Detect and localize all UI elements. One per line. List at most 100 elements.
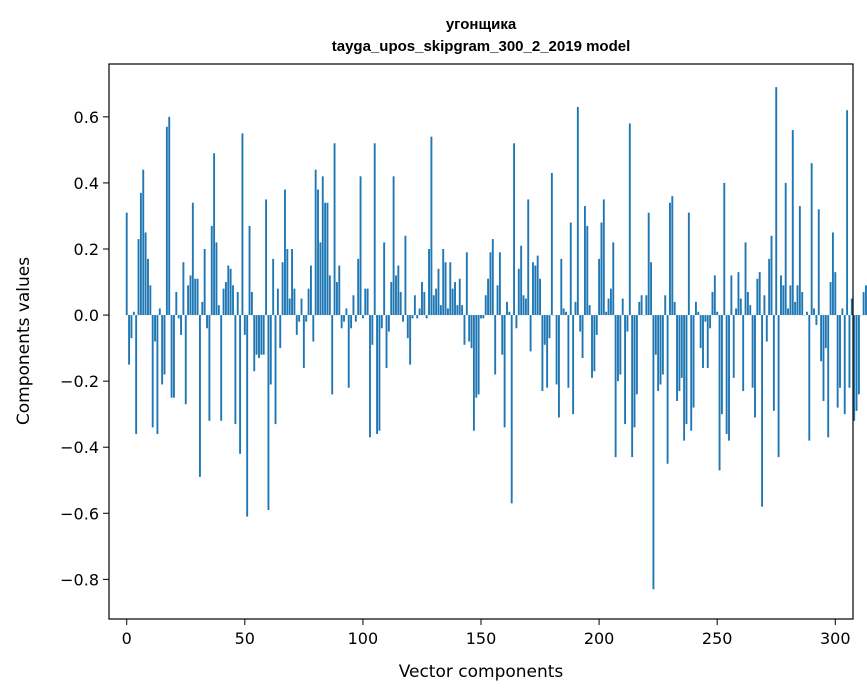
- bar: [501, 315, 504, 355]
- bar: [536, 255, 539, 316]
- bar: [210, 225, 213, 316]
- bar: [709, 315, 712, 329]
- bar: [250, 291, 253, 316]
- bar: [130, 315, 133, 339]
- bar: [191, 202, 194, 316]
- bar: [340, 315, 343, 329]
- bar: [529, 315, 532, 352]
- bar: [706, 315, 709, 368]
- bar: [260, 315, 263, 355]
- bar: [135, 315, 138, 434]
- bar: [583, 206, 586, 316]
- bar: [694, 301, 697, 316]
- bar: [612, 242, 615, 316]
- bar: [361, 315, 364, 319]
- bar: [605, 311, 608, 316]
- bar: [461, 305, 464, 316]
- bar: [633, 315, 636, 428]
- bar: [227, 265, 230, 316]
- bar: [810, 163, 813, 316]
- bar: [470, 315, 473, 349]
- bar: [399, 291, 402, 316]
- bar: [822, 315, 825, 401]
- bar: [541, 315, 544, 392]
- bar: [728, 315, 730, 441]
- bar: [224, 282, 227, 316]
- bar: [640, 295, 643, 316]
- bar: [236, 291, 239, 316]
- bar: [432, 295, 435, 316]
- bar: [692, 315, 695, 408]
- bar: [532, 262, 534, 316]
- bar: [198, 315, 201, 477]
- x-tick-label: 250: [702, 629, 733, 648]
- bar: [232, 285, 234, 316]
- x-axis: 0 50 100 150 200 250 300: [122, 619, 851, 648]
- bar: [215, 242, 218, 316]
- bar: [357, 258, 360, 316]
- bar: [484, 295, 487, 316]
- bar: [815, 315, 818, 325]
- bar: [631, 315, 634, 458]
- bar: [213, 153, 216, 316]
- bar: [489, 252, 492, 316]
- bar: [550, 173, 553, 316]
- bar: [817, 209, 820, 316]
- bar: [718, 315, 721, 471]
- bar: [132, 311, 135, 316]
- bar: [347, 315, 350, 388]
- bar: [149, 285, 152, 316]
- bar: [458, 278, 461, 316]
- bar: [371, 315, 374, 345]
- bar: [482, 315, 485, 319]
- bar: [293, 288, 296, 316]
- bar: [510, 315, 513, 504]
- bar: [666, 315, 669, 464]
- bar: [560, 258, 563, 316]
- x-tick-label: 50: [235, 629, 255, 648]
- bar: [435, 288, 438, 316]
- bar: [409, 315, 412, 365]
- bar: [350, 315, 353, 329]
- bar: [635, 315, 638, 395]
- bar: [343, 315, 345, 322]
- bar: [444, 262, 447, 316]
- bar: [338, 265, 341, 316]
- bar: [671, 196, 674, 316]
- bar: [638, 301, 641, 316]
- bar: [314, 169, 317, 316]
- bar: [534, 265, 537, 316]
- bar: [865, 285, 867, 316]
- bar: [187, 285, 190, 316]
- bar: [661, 315, 664, 375]
- bar: [369, 315, 371, 438]
- bar: [572, 315, 575, 415]
- bar: [446, 308, 449, 316]
- bar: [468, 315, 471, 342]
- bar: [513, 143, 516, 316]
- bar: [503, 315, 506, 428]
- bar: [128, 315, 131, 365]
- bar: [673, 301, 676, 316]
- bar: [168, 116, 171, 316]
- bar: [161, 315, 164, 385]
- bar: [354, 315, 357, 322]
- bar: [376, 315, 379, 434]
- bar: [295, 315, 298, 335]
- bar: [652, 315, 655, 590]
- bar: [524, 298, 527, 316]
- bar: [291, 249, 293, 316]
- bar: [158, 308, 161, 316]
- bar: [307, 288, 310, 316]
- bar: [125, 212, 128, 316]
- bar: [284, 189, 286, 316]
- bar: [480, 315, 482, 319]
- chart-subtitle: tayga_upos_skipgram_300_2_2019 model: [332, 38, 631, 55]
- bar: [647, 212, 650, 316]
- y-axis-label: Components values: [14, 257, 34, 425]
- bar: [404, 235, 407, 316]
- y-tick-label: 0.4: [74, 174, 99, 193]
- bar: [598, 258, 601, 316]
- bar: [487, 278, 490, 316]
- bar: [777, 315, 780, 458]
